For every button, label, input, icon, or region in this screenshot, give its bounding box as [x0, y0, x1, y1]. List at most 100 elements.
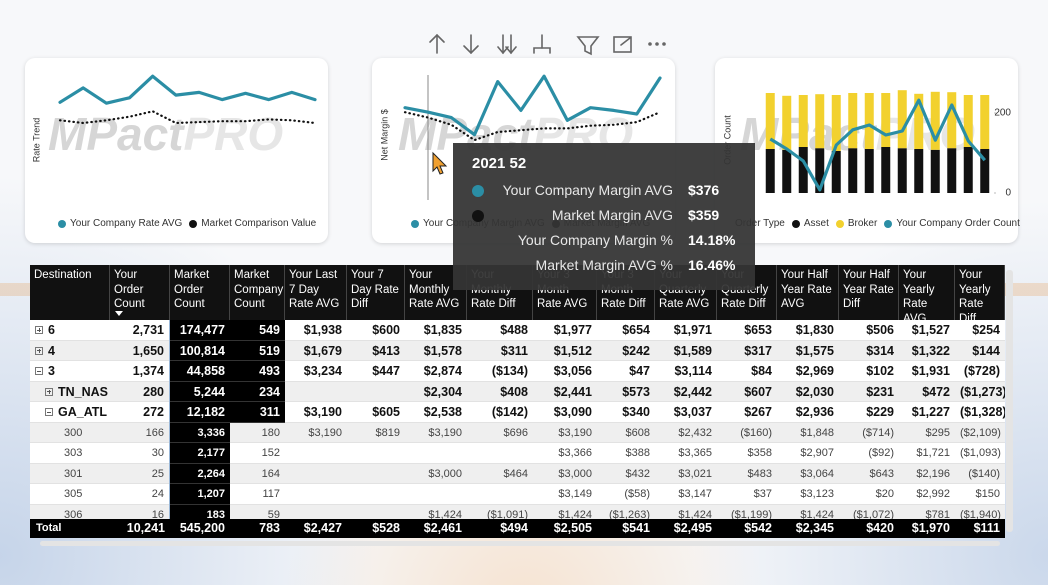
toolbar-focus[interactable]	[613, 36, 632, 53]
expand-toggle[interactable]	[35, 367, 43, 375]
column-header[interactable]: Your Last 7 Day Rate AVG	[285, 265, 347, 320]
table-cell: $2,538	[423, 405, 462, 419]
expand-toggle[interactable]	[35, 326, 43, 334]
table-row	[30, 422, 1005, 443]
table-cell: $3,190	[428, 426, 462, 439]
table-cell: $1,512	[553, 343, 592, 358]
table-cell: 100,814	[170, 340, 230, 361]
tooltip-row: Market Margin AVG % 16.46%	[453, 255, 755, 277]
table-cell: $3,123	[800, 488, 834, 500]
table-cell: ($1,091)	[487, 508, 528, 521]
total-cell: 10,241	[126, 521, 165, 535]
table-cell: $2,907	[800, 447, 834, 459]
toolbar-filter[interactable]	[576, 36, 600, 56]
scrollbar[interactable]	[1006, 270, 1013, 532]
table-cell: $605	[372, 405, 400, 419]
column-header[interactable]: Destination	[30, 265, 110, 320]
column-header[interactable]: Your Order Count	[110, 265, 170, 320]
legend-label[interactable]: Broker	[847, 218, 878, 229]
table-cell: ($134)	[491, 364, 528, 378]
bar-segment	[848, 148, 858, 193]
table-cell: $1,578	[423, 343, 462, 358]
column-header[interactable]: Market Order Count	[170, 265, 230, 320]
table-cell: $1,721	[916, 447, 950, 459]
tooltip-title: 2021 52	[472, 155, 527, 172]
table-cell: $506	[866, 323, 894, 337]
toolbar-next-level[interactable]	[497, 34, 517, 55]
table-cell: 152	[261, 447, 280, 459]
column-header[interactable]: Your Yearly Rate Diff	[955, 265, 1005, 325]
table-cell: $2,874	[423, 364, 462, 378]
table-cell: $607	[744, 384, 772, 399]
series-line	[403, 74, 662, 137]
table-cell: 174,477	[170, 320, 230, 341]
tooltip: 2021 52 Your Company Margin AVG $376 Marke…	[453, 143, 755, 290]
bar-segment	[914, 93, 924, 149]
table-cell: ($142)	[491, 405, 528, 419]
table-cell: 301	[64, 467, 83, 480]
legend-label[interactable]: Your Company Rate AVG	[70, 218, 183, 229]
bar-segment	[782, 95, 792, 150]
expand-toggle[interactable]	[45, 408, 53, 416]
table-cell: $2,969	[795, 364, 834, 378]
tooltip-marker	[472, 210, 484, 222]
column-header[interactable]: Your Yearly Rate AVG	[899, 265, 955, 325]
table-cell	[347, 443, 405, 464]
table-cell: $1,424	[428, 508, 462, 521]
table-cell: $2,992	[916, 488, 950, 500]
table-cell: ($1,263)	[609, 508, 650, 521]
toolbar-drill-up[interactable]	[429, 33, 445, 54]
total-cell: $541	[622, 521, 650, 535]
bar-segment	[798, 147, 808, 193]
table-cell: $102	[866, 364, 894, 378]
table-cell: $2,196	[916, 467, 950, 480]
table-cell: $3,000	[558, 467, 592, 480]
table-cell	[347, 484, 405, 505]
table-cell: $150	[975, 488, 1000, 500]
table-cell: ($714)	[862, 426, 894, 439]
table-cell: $472	[922, 384, 950, 399]
legend-marker	[835, 219, 844, 228]
legend-title: Order Type	[735, 218, 785, 229]
legend-label[interactable]: Asset	[803, 218, 829, 229]
table-cell: 4	[48, 343, 55, 358]
legend: Order Type Asset Broker Your Company Order …	[735, 218, 1020, 229]
bar-segment	[897, 148, 907, 193]
expand-toggle[interactable]	[45, 387, 53, 396]
table-cell: $3,064	[800, 467, 834, 480]
tooltip-value: $376	[688, 182, 720, 198]
toolbar-expand[interactable]	[533, 34, 551, 54]
total-cell: $2,505	[553, 521, 592, 535]
column-header[interactable]: Your Half Year Rate AVG	[777, 265, 839, 320]
total-row-bg	[30, 519, 1005, 538]
table-cell: 1,207	[170, 484, 230, 505]
table-cell: 6	[48, 323, 55, 337]
table-cell: $1,589	[673, 343, 712, 358]
table-cell: $314	[866, 343, 894, 358]
column-header[interactable]: Your 7 Day Rate Diff	[347, 265, 405, 320]
legend-label[interactable]: Your Company Order Count	[896, 218, 1020, 229]
table-cell: $819	[375, 426, 400, 439]
expand-toggle[interactable]	[35, 346, 43, 355]
table-cell	[347, 464, 405, 485]
y-axis-title: Order Count	[722, 115, 732, 165]
scrollbar[interactable]	[40, 541, 1000, 546]
table-cell: ($2,109)	[960, 426, 1001, 439]
table-cell: $1,848	[800, 426, 834, 439]
total-cell: $1,970	[911, 521, 950, 535]
column-header[interactable]: Your Monthly Rate AVG	[405, 265, 467, 320]
bar-segment	[914, 149, 924, 193]
table-cell: $1,679	[303, 343, 342, 358]
toolbar-drill-down[interactable]	[463, 34, 479, 55]
table-cell: $488	[500, 323, 528, 337]
total-cell: $420	[866, 521, 894, 535]
table-cell: $1,931	[911, 364, 950, 378]
table-cell	[285, 443, 347, 464]
column-header[interactable]: Market Company Count	[230, 265, 285, 320]
column-header[interactable]: Your Half Year Rate Diff	[839, 265, 899, 320]
table-cell: $1,938	[303, 323, 342, 337]
legend-label[interactable]: Market Comparison Value	[201, 218, 317, 229]
table-cell: ($58)	[624, 488, 650, 500]
toolbar-more[interactable]	[648, 42, 666, 46]
